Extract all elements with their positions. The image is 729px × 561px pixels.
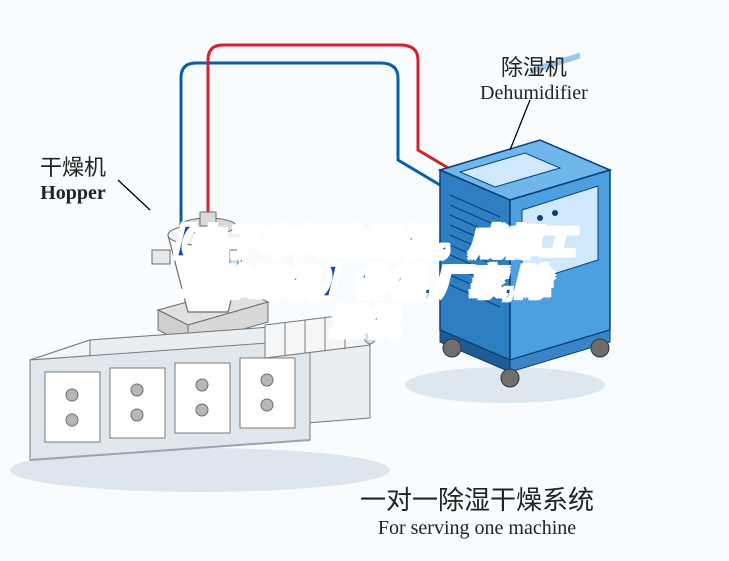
dehumidifier-leader [510,100,530,150]
hopper-leader [118,180,150,210]
overlay-line-3: 湿机 [0,295,729,344]
dehumidifier-label-cn: 除湿机 [480,55,588,81]
hopper-label-cn: 干燥机 [40,155,106,181]
pipe-blue [181,63,440,238]
footer-title: 一对一除湿干燥系统 For serving one machine [360,480,594,540]
dehumidifier-label-en: Dehumidifier [480,81,588,105]
hopper-label: 干燥机 Hopper [40,155,106,205]
footer-cn: 一对一除湿干燥系统 [360,480,594,517]
dehumidifier-label: 除湿机 Dehumidifier [480,55,588,105]
hopper-label-en: Hopper [40,181,106,205]
pipe-red [208,45,460,226]
footer-en: For serving one machine [360,517,594,540]
